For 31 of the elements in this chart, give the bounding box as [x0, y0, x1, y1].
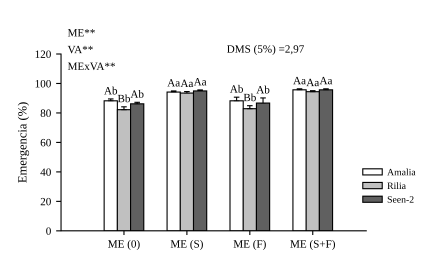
y-tick-label: 60: [40, 138, 51, 146]
y-tick-label: 100: [36, 80, 51, 88]
data-label: Aa: [293, 76, 306, 84]
data-label: Ab: [230, 84, 243, 93]
annotation: MExVA**: [68, 62, 115, 70]
x-tick-label: ME (0): [108, 240, 140, 250]
data-label: Ab: [104, 86, 118, 94]
legend-label: Seen-2: [388, 196, 414, 203]
y-tick-label: 120: [36, 50, 51, 58]
data-label: Aa: [180, 80, 194, 88]
y-tick-label: 20: [40, 198, 51, 206]
data-label: Aa: [306, 78, 320, 86]
x-tick-label: ME (S+F): [290, 240, 335, 250]
y-tick-label: 0: [46, 227, 51, 235]
x-tick-label: ME (S): [170, 240, 203, 250]
data-label: Aa: [194, 78, 206, 86]
y-tick-label: 80: [40, 109, 51, 117]
data-label: Bb: [244, 93, 256, 102]
legend-label: Rilia: [387, 182, 406, 190]
x-tick-label: ME (F): [234, 240, 266, 250]
data-label: Ab: [130, 90, 144, 98]
text: VA**: [68, 46, 93, 54]
legend-label: Amalia: [387, 168, 416, 176]
text: ME**: [68, 29, 95, 36]
data-label: Aa: [320, 76, 332, 84]
data-label: Ab: [256, 86, 270, 94]
y-axis-title: Emergencia (%): [18, 102, 30, 183]
annotation: DMS (5%) =2,97: [227, 44, 304, 55]
data-label: Aa: [167, 79, 180, 87]
data-label: Bb: [118, 94, 130, 102]
y-tick-label: 40: [40, 168, 51, 176]
